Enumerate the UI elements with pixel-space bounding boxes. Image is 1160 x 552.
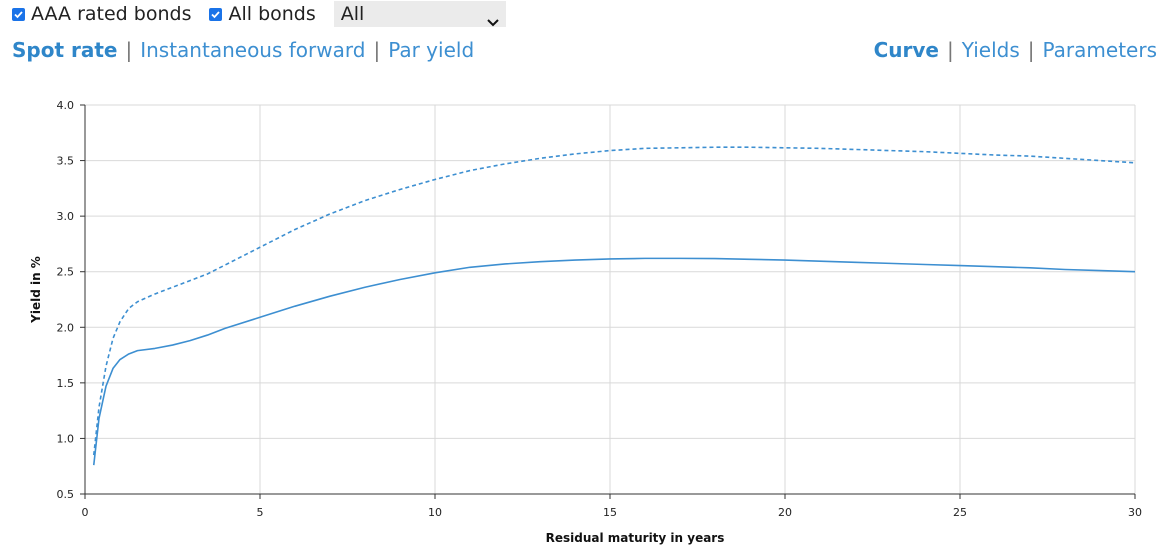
y-tick-label: 3.0 bbox=[57, 210, 75, 223]
checkbox-checked-icon[interactable] bbox=[12, 7, 25, 21]
separator: | bbox=[373, 38, 381, 62]
x-tick-label: 15 bbox=[603, 506, 617, 519]
x-axis-title: Residual maturity in years bbox=[546, 531, 725, 545]
all-bonds-checkbox[interactable]: All bonds bbox=[209, 3, 316, 25]
x-tick-label: 10 bbox=[428, 506, 442, 519]
separator: | bbox=[125, 38, 133, 62]
y-axis-title: Yield in % bbox=[29, 256, 43, 324]
x-tick-label: 5 bbox=[257, 506, 264, 519]
yield-curve-chart: 0.5 1.0 1.5 2.0 2.5 3.0 3.5 4.0 0 5 10 15 20 25 30 Resi… bbox=[29, 99, 1142, 545]
curve-link[interactable]: Curve bbox=[873, 38, 939, 62]
separator: | bbox=[946, 38, 954, 62]
aaa-bonds-label: AAA rated bonds bbox=[31, 3, 192, 25]
y-tick-label: 3.5 bbox=[57, 155, 75, 168]
view-nav: Curve | Yields | Parameters bbox=[874, 38, 1157, 62]
par-yield-link[interactable]: Par yield bbox=[388, 38, 475, 62]
bond-select-value: All bbox=[340, 3, 365, 25]
y-tick-label: 1.0 bbox=[57, 432, 75, 445]
series-line-dashed bbox=[92, 146, 1136, 456]
x-tick-label: 30 bbox=[1128, 506, 1142, 519]
separator: | bbox=[1027, 38, 1035, 62]
checkbox-checked-icon[interactable] bbox=[209, 7, 223, 21]
parameters-link[interactable]: Parameters bbox=[1042, 38, 1157, 62]
x-tick-label: 0 bbox=[82, 506, 89, 519]
yields-link[interactable]: Yields bbox=[961, 38, 1020, 62]
y-tick-label: 2.5 bbox=[57, 266, 75, 279]
series-line-solid bbox=[92, 257, 1136, 466]
y-tick-label: 1.5 bbox=[57, 377, 75, 390]
instantaneous-forward-link[interactable]: Instantaneous forward bbox=[140, 38, 366, 62]
filter-bar: AAA rated bonds All bonds All bbox=[12, 0, 506, 28]
bond-select[interactable]: All bbox=[333, 1, 506, 27]
y-tick-label: 0.5 bbox=[57, 488, 75, 501]
rate-type-nav: Spot rate | Instantaneous forward | Par … bbox=[12, 38, 474, 62]
aaa-bonds-checkbox[interactable]: AAA rated bonds bbox=[12, 3, 191, 25]
x-tick-label: 20 bbox=[778, 506, 792, 519]
spot-rate-link[interactable]: Spot rate bbox=[12, 38, 118, 62]
all-bonds-label: All bonds bbox=[228, 3, 316, 25]
y-tick-label: 4.0 bbox=[57, 99, 75, 112]
x-tick-label: 25 bbox=[953, 506, 967, 519]
chevron-down-icon bbox=[487, 10, 499, 27]
y-tick-label: 2.0 bbox=[57, 321, 75, 334]
